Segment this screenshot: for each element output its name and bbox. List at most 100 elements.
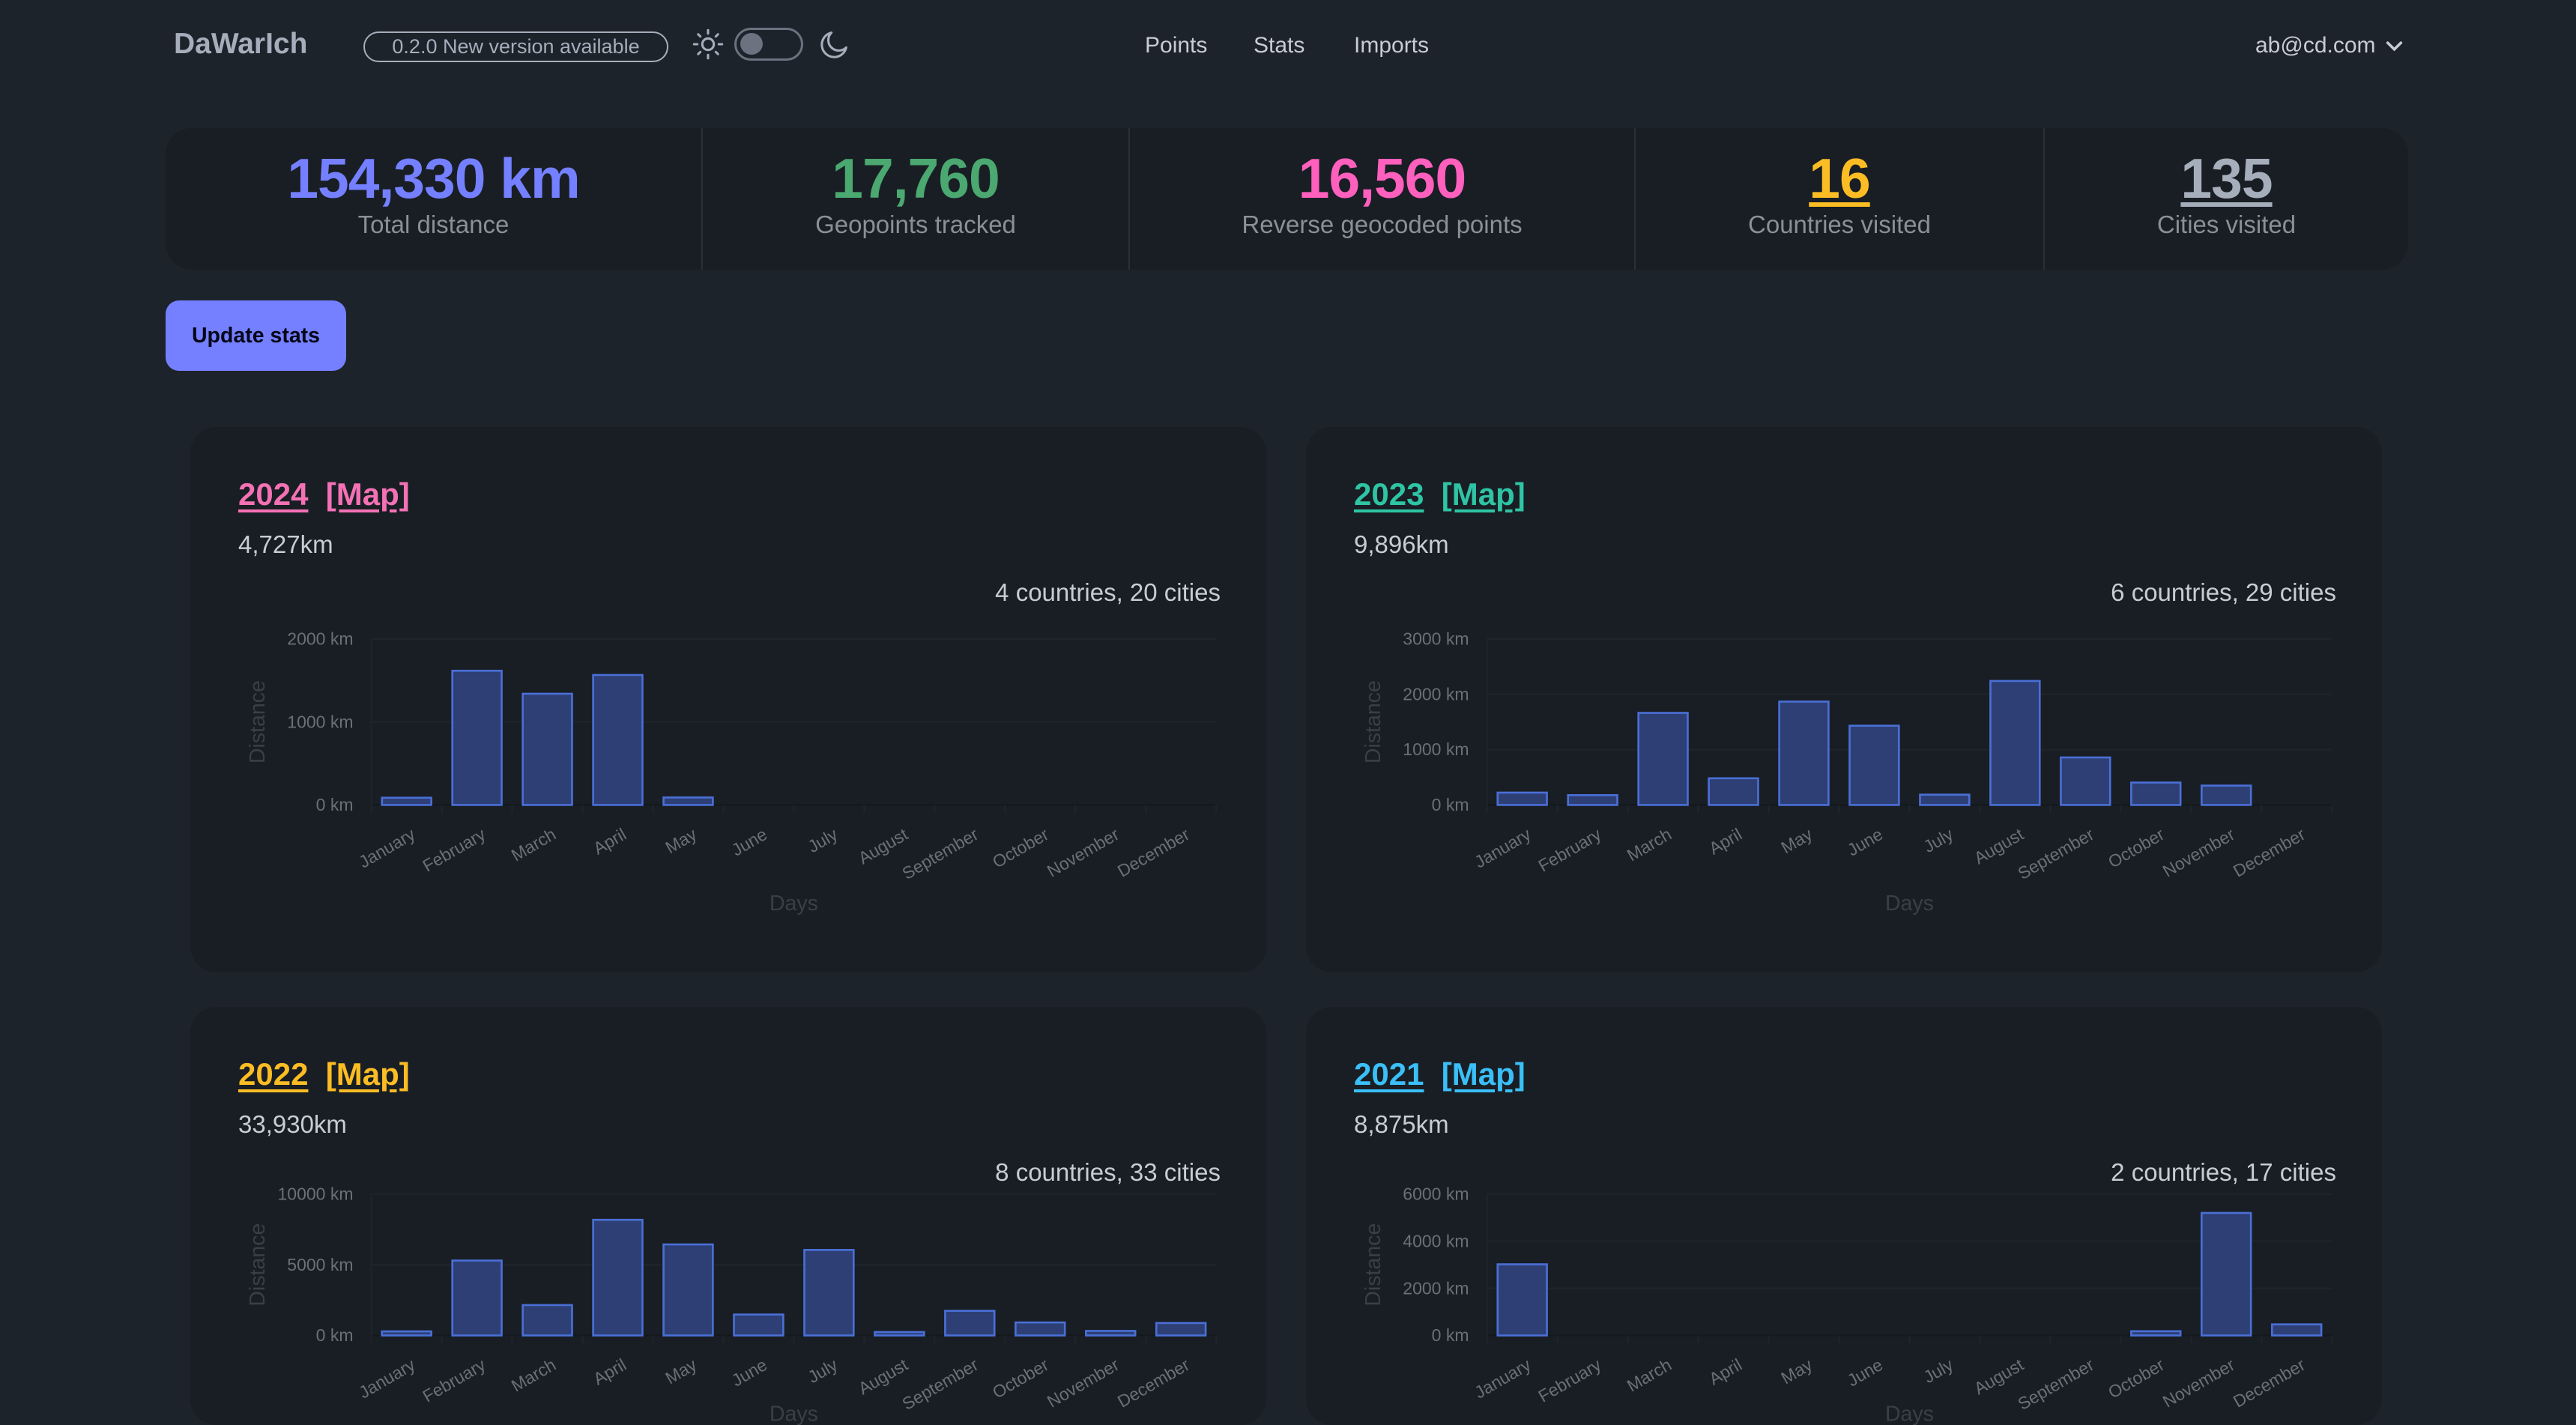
stat-countries[interactable]: 16 Countries visited [1634, 128, 2043, 270]
version-badge[interactable]: 0.2.0 New version available [363, 31, 668, 62]
stat-cities[interactable]: 135 Cities visited [2043, 128, 2408, 270]
stat-label: Reverse geocoded points [1242, 211, 1523, 238]
x-tick-label: December [1114, 824, 1193, 881]
bar-august[interactable] [1989, 680, 2041, 806]
bar-october[interactable] [1015, 1321, 1066, 1337]
x-tick-label: January [1471, 1355, 1534, 1403]
bar-january[interactable] [381, 796, 432, 806]
bar-september[interactable] [2060, 756, 2111, 806]
stat-label: Total distance [357, 211, 510, 238]
bar-may[interactable] [662, 1243, 714, 1337]
sun-icon [692, 28, 724, 60]
bar-february[interactable] [451, 1259, 503, 1337]
stat-value: 16,560 [1298, 147, 1466, 210]
stats-summary: 154,330 km Total distance 17,760 Geopoin… [166, 128, 2408, 270]
x-tick-label: February [420, 824, 489, 876]
update-stats-button[interactable]: Update stats [166, 300, 346, 371]
bar-february[interactable] [1567, 794, 1618, 806]
x-tick-label: April [1705, 824, 1745, 859]
bar-may[interactable] [1778, 701, 1830, 806]
x-tick-label: December [2230, 824, 2309, 881]
year-card-2023: 2023 [Map] 9,896km 6 countries, 29 citie… [1306, 427, 2382, 972]
bar-july[interactable] [803, 1249, 855, 1337]
bar-april[interactable] [1708, 777, 1759, 806]
x-tick-label: October [2105, 824, 2168, 872]
year-link[interactable]: 2023 [1354, 476, 1424, 512]
bar-october[interactable] [2130, 781, 2182, 806]
x-tick-label: April [590, 824, 629, 859]
year-summary: 2 countries, 17 cities [2111, 1158, 2336, 1186]
y-tick-label: 3000 km [1403, 629, 1469, 649]
stat-value-link[interactable]: 135 [2180, 147, 2273, 210]
bar-december[interactable] [1155, 1322, 1207, 1337]
stat-reverse-geocoded: 16,560 Reverse geocoded points [1128, 128, 1634, 270]
bar-march[interactable] [1637, 712, 1689, 806]
bar-may[interactable] [662, 796, 714, 806]
x-tick-label: September [898, 1355, 982, 1414]
bar-march[interactable] [521, 692, 573, 806]
bar-july[interactable] [1919, 793, 1971, 806]
bar-january[interactable] [381, 1330, 432, 1337]
stat-label: Countries visited [1748, 211, 1931, 238]
bar-august[interactable] [874, 1331, 925, 1337]
bar-february[interactable] [451, 669, 503, 806]
app-logo[interactable]: DaWarIch [174, 28, 308, 60]
year-link[interactable]: 2021 [1354, 1056, 1424, 1092]
chevron-down-icon[interactable] [2383, 34, 2406, 58]
bar-april[interactable] [592, 1218, 644, 1337]
bar-june[interactable] [1848, 724, 1900, 806]
map-link[interactable]: [Map] [325, 1056, 410, 1092]
year-title: 2021 [Map] [1354, 1056, 1526, 1092]
year-distance: 33,930km [238, 1110, 347, 1138]
year-distance: 8,875km [1354, 1110, 1449, 1138]
theme-toggle[interactable] [734, 28, 803, 61]
x-tick-label: August [855, 1355, 912, 1399]
bar-june[interactable] [733, 1313, 784, 1337]
bar-january[interactable] [1496, 791, 1548, 806]
x-tick-label: May [662, 824, 700, 858]
nav-stats[interactable]: Stats [1254, 33, 1305, 58]
map-link[interactable]: [Map] [325, 476, 410, 512]
x-tick-label: March [1624, 824, 1675, 865]
user-menu[interactable]: ab@cd.com [2255, 33, 2376, 58]
year-link[interactable]: 2022 [238, 1056, 309, 1092]
bar-september[interactable] [944, 1310, 996, 1337]
y-tick-label: 10000 km [277, 1185, 353, 1204]
nav-imports[interactable]: Imports [1354, 33, 1430, 58]
x-tick-label: June [1844, 1355, 1886, 1390]
y-tick-label: 6000 km [1403, 1185, 1469, 1204]
stat-value-link[interactable]: 16 [1809, 147, 1870, 210]
map-link[interactable]: [Map] [1441, 1056, 1526, 1092]
x-tick-label: September [2014, 824, 2097, 883]
distance-chart: 0 km 1000 km 2000 km 3000 km January February… [1361, 629, 2333, 916]
y-axis-title: Distance [246, 680, 270, 763]
y-tick-label: 2000 km [1403, 684, 1469, 704]
bar-december[interactable] [2270, 1323, 2323, 1337]
x-axis-title: Days [770, 892, 818, 916]
x-tick-label: July [1920, 1355, 1957, 1387]
moon-icon [820, 31, 847, 58]
bar-november[interactable] [1085, 1330, 1137, 1337]
x-tick-label: August [1971, 824, 2028, 868]
bar-march[interactable] [521, 1304, 573, 1337]
year-card-2022: 2022 [Map] 33,930km 8 countries, 33 citi… [190, 1007, 1266, 1425]
x-tick-label: July [805, 824, 841, 856]
bar-november[interactable] [2201, 1211, 2252, 1337]
y-tick-label: 5000 km [287, 1255, 353, 1274]
bar-november[interactable] [2201, 784, 2252, 806]
x-tick-label: November [1044, 824, 1122, 881]
bar-april[interactable] [592, 674, 644, 806]
distance-chart: 0 km 1000 km 2000 km January February March Ap… [246, 629, 1218, 916]
stat-geopoints: 17,760 Geopoints tracked [701, 128, 1128, 270]
stat-label: Geopoints tracked [815, 211, 1016, 238]
y-tick-label: 0 km [1432, 795, 1469, 814]
bar-january[interactable] [1496, 1263, 1548, 1337]
year-card-2024: 2024 [Map] 4,727km 4 countries, 20 citie… [190, 427, 1266, 972]
bar-october[interactable] [2130, 1330, 2182, 1337]
map-link[interactable]: [Map] [1441, 476, 1526, 512]
x-tick-label: November [1044, 1355, 1122, 1412]
year-link[interactable]: 2024 [238, 476, 309, 512]
y-tick-label: 0 km [316, 1325, 354, 1345]
nav-points[interactable]: Points [1145, 33, 1208, 58]
x-tick-label: December [2230, 1355, 2309, 1412]
